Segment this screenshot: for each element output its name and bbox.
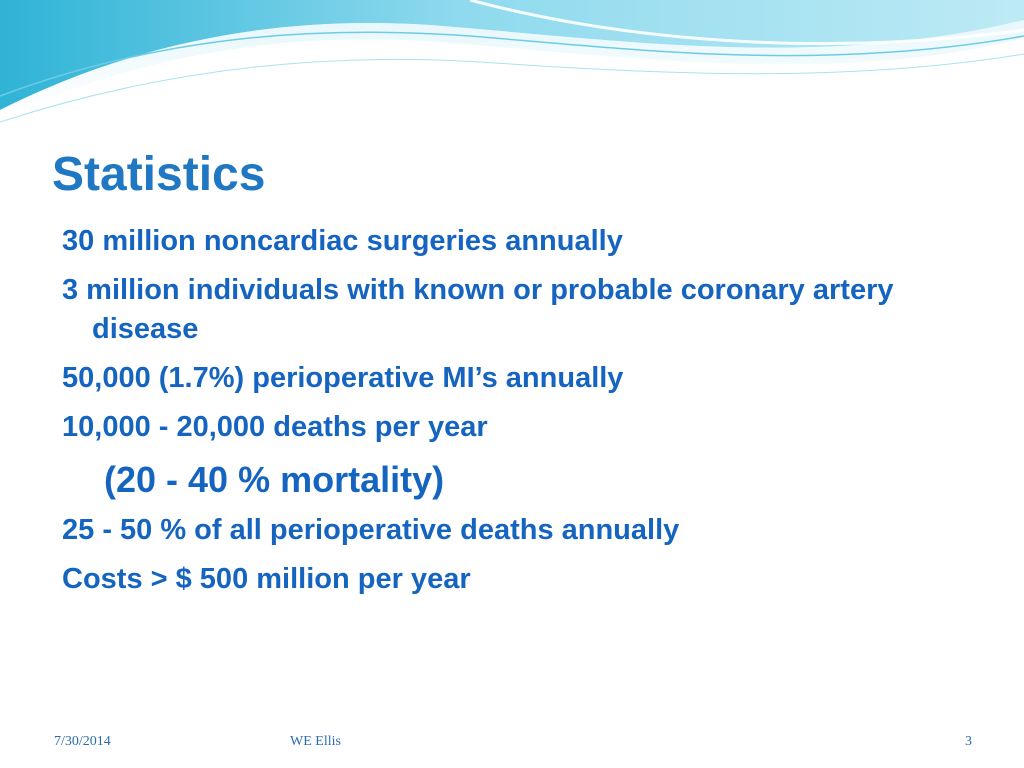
- bullet-item: 25 - 50 % of all perioperative deaths an…: [62, 514, 680, 546]
- slide-title: Statistics: [52, 148, 266, 201]
- header-wave-decoration: [0, 0, 1024, 123]
- bullet-list: 30 million noncardiac surgeries annually…: [62, 222, 922, 609]
- bullet-item: 3 million individuals with known or prob…: [62, 274, 894, 345]
- bullet-item: 10,000 - 20,000 deaths per year: [62, 411, 488, 443]
- slide-number: 3: [965, 734, 972, 749]
- footer-author: WE Ellis: [290, 734, 341, 749]
- footer-date: 7/30/2014: [54, 734, 111, 749]
- bullet-item: Costs > $ 500 million per year: [62, 563, 471, 595]
- bullet-item-subnote: (20 - 40 % mortality): [104, 459, 445, 500]
- bullet-item: 30 million noncardiac surgeries annually: [62, 225, 623, 257]
- bullet-item: 50,000 (1.7%) perioperative MI’s annuall…: [62, 362, 624, 394]
